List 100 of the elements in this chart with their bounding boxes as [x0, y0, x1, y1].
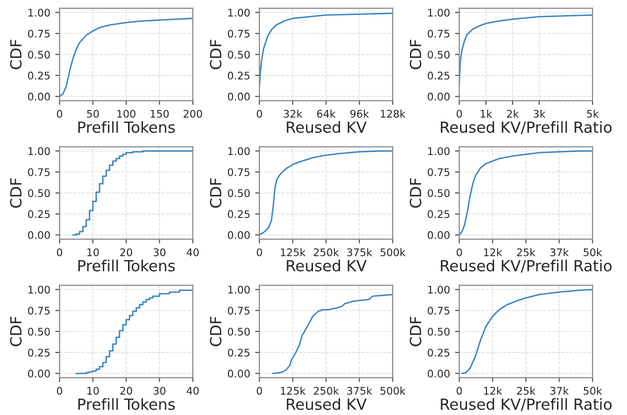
x-axis-title: Reused KV — [286, 398, 367, 410]
y-tick-label: 0.25 — [228, 72, 250, 80]
y-tick-label: 0.25 — [228, 348, 250, 357]
y-tick-label: 0.25 — [28, 72, 50, 80]
x-tick-label: 200 — [184, 110, 202, 118]
y-tick-label: 0.75 — [28, 306, 50, 315]
y-tick-label: 0.75 — [228, 30, 250, 38]
y-tick-label: 1.00 — [28, 147, 50, 156]
y-tick-label: 0.50 — [428, 50, 450, 59]
x-tick-label: 125k — [280, 386, 306, 395]
x-tick-label: 0 — [56, 386, 62, 395]
x-tick-label: 125k — [280, 248, 306, 256]
y-tick-label: 1.00 — [28, 286, 50, 294]
x-tick-label: 375k — [347, 386, 372, 395]
y-tick-label: 0.75 — [428, 30, 450, 38]
y-tick-label: 0.25 — [28, 210, 50, 218]
x-tick-label: 37k — [550, 248, 569, 256]
x-tick-label: 25k — [517, 386, 536, 395]
y-tick-label: 0.75 — [228, 306, 250, 315]
x-tick-label: 37k — [550, 386, 569, 395]
x-axis-title: Reused KV/Prefill Ratio — [440, 260, 612, 273]
x-tick-label: 3k — [534, 110, 546, 118]
y-tick-label: 0.00 — [428, 231, 450, 240]
x-tick-label: 250k — [314, 248, 339, 256]
y-tick-label: 0.75 — [28, 168, 50, 176]
y-tick-label: 0.25 — [428, 348, 450, 357]
x-tick-label: 32k — [284, 110, 302, 118]
line-series — [459, 150, 593, 236]
x-tick-label: 150 — [150, 110, 169, 118]
y-tick-label: 1.00 — [228, 147, 250, 156]
y-tick-label: 0.00 — [228, 92, 250, 101]
x-tick-label: 50 — [87, 110, 99, 118]
y-tick-label: 0.50 — [28, 189, 50, 198]
y-tick-label: 1.00 — [428, 147, 450, 156]
x-tick-label: 30 — [154, 386, 166, 395]
x-tick-label: 40 — [186, 386, 199, 395]
y-tick-label: 0.00 — [428, 370, 450, 378]
y-tick-label: 0.50 — [228, 328, 250, 336]
y-axis-title: CDF — [410, 316, 422, 346]
x-tick-label: 10 — [87, 386, 99, 395]
y-tick-label: 0.50 — [28, 50, 50, 59]
y-tick-label: 0.00 — [228, 370, 250, 378]
y-tick-label: 0.25 — [228, 210, 250, 218]
y-axis-title: CDF — [10, 178, 22, 208]
x-tick-label: 40 — [186, 248, 199, 256]
y-tick-label: 0.75 — [228, 168, 250, 176]
x-tick-label: 128k — [380, 110, 406, 118]
y-tick-label: 1.00 — [28, 8, 50, 17]
line-series — [60, 18, 193, 98]
x-tick-label: 0 — [56, 110, 62, 118]
x-tick-label: 0 — [456, 386, 462, 395]
x-tick-label: 30 — [154, 248, 166, 256]
x-tick-label: 500k — [380, 386, 406, 395]
y-tick-label: 1.00 — [428, 286, 450, 294]
x-tick-label: 1k — [480, 110, 492, 118]
x-axis-title: Prefill Tokens — [78, 398, 175, 410]
x-axis-title: Reused KV — [286, 260, 367, 272]
y-axis-title: CDF — [210, 40, 222, 70]
x-axis-title: Prefill Tokens — [78, 260, 175, 272]
y-tick-label: 0.25 — [28, 348, 50, 357]
y-tick-label: 0.25 — [428, 72, 450, 80]
y-tick-label: 1.00 — [228, 286, 250, 294]
y-tick-label: 0.25 — [428, 210, 450, 218]
y-axis-title: CDF — [210, 316, 222, 346]
y-tick-label: 0.00 — [28, 231, 50, 240]
y-axis-title: CDF — [410, 40, 422, 70]
x-tick-label: 20 — [120, 248, 132, 256]
y-tick-label: 0.75 — [428, 168, 450, 176]
y-axis-title: CDF — [210, 178, 222, 208]
y-tick-label: 0.75 — [28, 30, 50, 38]
x-tick-label: 0 — [256, 248, 262, 256]
x-tick-label: 25k — [517, 248, 536, 256]
y-tick-label: 0.00 — [228, 231, 250, 240]
x-tick-label: 12k — [484, 386, 502, 395]
y-tick-label: 0.00 — [428, 92, 450, 101]
y-tick-label: 0.50 — [228, 50, 250, 59]
y-tick-label: 1.00 — [428, 8, 450, 17]
x-tick-label: 0 — [256, 386, 262, 395]
x-tick-label: 0 — [56, 248, 62, 256]
y-tick-label: 0.50 — [28, 328, 50, 336]
x-tick-label: 0 — [456, 110, 462, 118]
y-tick-label: 0.75 — [428, 306, 450, 315]
y-tick-label: 0.50 — [228, 189, 250, 198]
x-tick-label: 50k — [584, 386, 602, 395]
x-tick-label: 50k — [584, 248, 602, 256]
y-tick-label: 0.50 — [428, 189, 450, 198]
y-axis-title: CDF — [10, 40, 22, 70]
x-axis-title: Reused KV/Prefill Ratio — [440, 121, 612, 134]
line-series — [259, 12, 393, 88]
x-axis-title: Reused KV/Prefill Ratio — [440, 398, 612, 412]
y-tick-label: 0.00 — [28, 370, 50, 378]
x-tick-label: 96k — [350, 110, 369, 118]
x-tick-label: 0 — [456, 248, 462, 256]
x-tick-label: 375k — [347, 248, 372, 256]
x-tick-label: 12k — [484, 248, 502, 256]
y-axis-title: CDF — [410, 178, 422, 208]
y-axis-title: CDF — [10, 316, 22, 346]
x-axis-title: Reused KV — [286, 121, 367, 133]
y-tick-label: 1.00 — [228, 8, 250, 17]
x-tick-label: 0 — [256, 110, 262, 118]
